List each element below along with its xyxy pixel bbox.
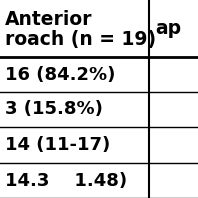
- Text: 14 (11-17): 14 (11-17): [5, 136, 110, 154]
- Text: 16 (84.2%): 16 (84.2%): [5, 66, 115, 84]
- Text: Anterior: Anterior: [5, 10, 92, 29]
- Text: ap: ap: [155, 19, 182, 38]
- Text: roach (n = 19): roach (n = 19): [5, 30, 156, 49]
- Text: 14.3    1.48): 14.3 1.48): [5, 171, 127, 189]
- Text: 3 (15.8%): 3 (15.8%): [5, 101, 103, 118]
